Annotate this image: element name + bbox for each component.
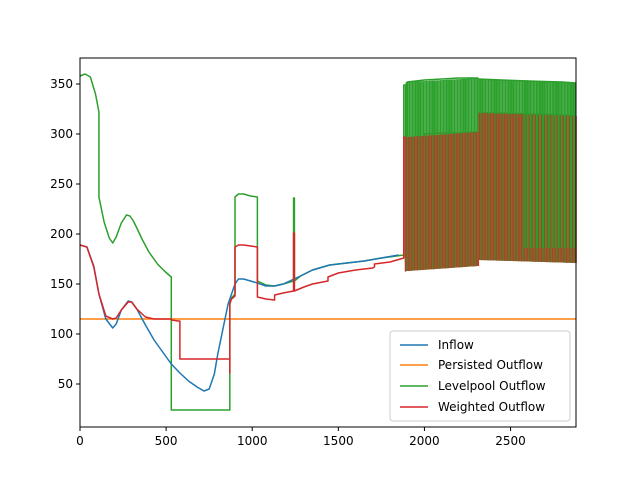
x-tick-label: 1000 <box>237 434 268 448</box>
legend-label-persisted: Persisted Outflow <box>438 358 543 372</box>
x-tick-label: 1500 <box>323 434 354 448</box>
plot-frame <box>79 57 577 428</box>
series-line-weighted-outflow <box>79 112 577 374</box>
x-tick-label: 2500 <box>495 434 526 448</box>
x-tick-label: 500 <box>155 434 178 448</box>
series-line-levelpool-outflow <box>79 73 577 411</box>
legend: Inflow Persisted Outflow Levelpool Outfl… <box>389 330 571 422</box>
y-tick-label: 250 <box>50 177 73 191</box>
y-tick-label: 50 <box>58 377 73 391</box>
legend-label-levelpool: Levelpool Outflow <box>438 379 546 393</box>
oscillation-band <box>405 78 577 272</box>
legend-label-inflow: Inflow <box>438 338 474 352</box>
y-tick-label: 100 <box>50 327 73 341</box>
legend-box <box>389 330 571 422</box>
legend-label-weighted: Weighted Outflow <box>438 400 545 414</box>
y-tick-label: 300 <box>50 127 73 141</box>
y-axis: 50 100 150 200 250 300 350 <box>50 77 80 391</box>
x-axis: 0 500 1000 1500 2000 2500 <box>76 427 526 448</box>
y-tick-label: 350 <box>50 77 73 91</box>
y-tick-label: 150 <box>50 277 73 291</box>
plot-area <box>79 73 577 411</box>
x-tick-label: 2000 <box>409 434 440 448</box>
y-tick-label: 200 <box>50 227 73 241</box>
x-tick-label: 0 <box>76 434 84 448</box>
